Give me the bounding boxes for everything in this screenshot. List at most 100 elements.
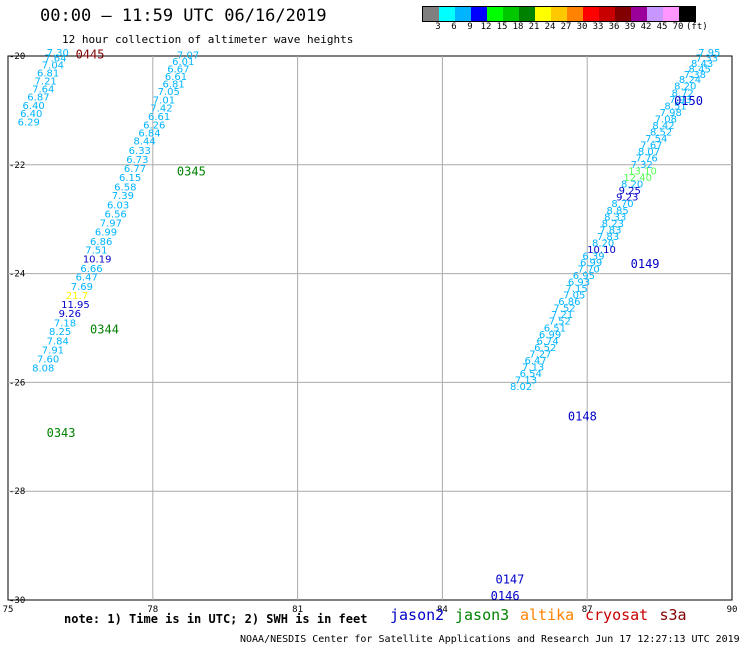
wave-height-value: 7.97: [100, 218, 122, 229]
x-tick-label: 87: [582, 605, 593, 615]
wave-height-value: 7.27: [529, 349, 551, 360]
wave-height-value: 6.29: [18, 118, 40, 129]
wave-height-value: 7.21: [35, 76, 57, 87]
wave-height-value: 7.32: [631, 160, 653, 171]
wave-height-value: 8.02: [510, 382, 532, 393]
wave-height-value: 21.7: [66, 291, 88, 302]
wave-height-value: 7.93: [669, 95, 691, 106]
wave-height-value: 8.43: [691, 59, 713, 70]
wave-height-value: 7.07: [177, 51, 199, 62]
legend-swatch: [583, 7, 599, 21]
pass-time-label: 0345: [177, 165, 206, 179]
satellite-name: jason2: [390, 606, 445, 624]
wave-height-value: 7.76: [635, 154, 657, 165]
wave-height-value: 7.83: [599, 225, 621, 236]
wave-height-value: 9.23: [616, 193, 638, 204]
wave-height-value: 7.98: [660, 108, 682, 119]
footer-note: note: 1) Time is in UTC; 2) SWH is in fe…: [64, 612, 368, 626]
legend-swatch: [423, 7, 439, 21]
wave-height-value: 6.84: [138, 129, 160, 140]
wave-height-value: 6.81: [37, 69, 59, 80]
legend-label: 9: [467, 22, 473, 32]
pass-time-label: 0150: [674, 94, 703, 108]
legend-label: 33: [592, 22, 604, 32]
wave-height-value: 7.70: [578, 265, 600, 276]
pass-time-label: 0146: [491, 589, 520, 603]
wave-height-value: 8.42: [652, 121, 674, 132]
y-tick-label: -20: [9, 52, 25, 62]
wave-height-value: 7.51: [85, 245, 107, 256]
wave-height-value: 10.10: [587, 245, 616, 256]
wave-height-value: 7.60: [37, 354, 59, 365]
x-tick-label: 75: [3, 605, 14, 615]
wave-height-value: 6.81: [162, 80, 184, 91]
y-tick-label: -24: [9, 270, 25, 280]
wave-height-value: 6.56: [105, 210, 127, 221]
pass-time-label: 0147: [495, 573, 524, 587]
wave-height-value: 8.51: [664, 101, 686, 112]
wave-height-value: 7.39: [112, 191, 134, 202]
color-legend-labels: 3 6 9 12 15 18 21 24 27 30 33 36 39 42 45 70 (ft): [422, 22, 740, 34]
page-title: 00:00 – 11:59 UTC 06/16/2019: [40, 6, 327, 26]
legend-label: 42: [640, 22, 652, 32]
legend-swatch: [503, 7, 519, 21]
wave-height-value: 8.20: [621, 180, 643, 191]
wave-height-value: 7.52: [549, 317, 571, 328]
wave-height-value: 9.26: [59, 309, 81, 320]
wave-height-value: 9.25: [619, 186, 641, 197]
pass-time-label: 0344: [90, 322, 119, 336]
legend-label: 18: [512, 22, 524, 32]
wave-height-value: 7.21: [551, 310, 573, 321]
wave-height-value: 6.86: [90, 237, 112, 248]
y-tick-label: -30: [9, 596, 25, 606]
wave-height-value: 8.72: [672, 88, 694, 99]
wave-height-value: 7.15: [565, 284, 587, 295]
wave-height-value: 6.33: [129, 146, 151, 157]
wave-height-value: 12.40: [623, 173, 652, 184]
wave-height-value: 10.19: [83, 255, 112, 266]
wave-height-value: 6.61: [148, 112, 170, 123]
wave-height-value: 7.38: [684, 70, 706, 81]
y-tick-label: -26: [9, 378, 25, 388]
wave-height-value: 6.73: [126, 155, 148, 166]
wave-height-value: 7.33: [696, 53, 718, 64]
wave-height-value: 8.70: [611, 199, 633, 210]
wave-height-value: 7.01: [153, 95, 175, 106]
pass-time-label: 0343: [47, 426, 76, 440]
wave-height-value: 6.54: [520, 369, 542, 380]
x-tick-label: 90: [727, 605, 738, 615]
wave-height-value: 13.10: [628, 167, 657, 178]
legend-swatch: [599, 7, 615, 21]
wave-height-value: 7.08: [655, 114, 677, 125]
wave-height-value: 6.99: [95, 228, 117, 239]
legend-label: 30: [576, 22, 588, 32]
wave-height-value: 8.52: [650, 127, 672, 138]
wave-height-value: 7.04: [42, 61, 64, 72]
legend-swatch: [631, 7, 647, 21]
legend-swatch: [471, 7, 487, 21]
wave-height-value: 6.95: [573, 271, 595, 282]
wave-height-value: 6.51: [544, 323, 566, 334]
wave-height-value: 7.69: [71, 282, 93, 293]
map-frame: [7, 55, 733, 601]
wave-height-value: 6.67: [167, 64, 189, 75]
wave-height-value: 8.20: [674, 82, 696, 93]
legend-label: 24: [544, 22, 556, 32]
wave-height-value: 6.99: [539, 330, 561, 341]
wave-height-value: 6.47: [524, 356, 546, 367]
wave-height-value: 7.84: [47, 336, 69, 347]
wave-height-value: 8.33: [604, 212, 626, 223]
wave-height-value: 8.07: [638, 147, 660, 158]
legend-swatch: [551, 7, 567, 21]
legend-label: 21: [528, 22, 540, 32]
legend-swatch: [663, 7, 679, 21]
x-tick-label: 81: [292, 605, 303, 615]
wave-height-value: 8.20: [592, 238, 614, 249]
legend-swatch: [679, 7, 695, 21]
legend-swatch: [535, 7, 551, 21]
legend-label: 70: [672, 22, 684, 32]
legend-label: (ft): [686, 22, 708, 32]
wave-height-value: 7.18: [54, 318, 76, 329]
legend-swatch: [439, 7, 455, 21]
satellite-name: altika: [520, 606, 575, 624]
